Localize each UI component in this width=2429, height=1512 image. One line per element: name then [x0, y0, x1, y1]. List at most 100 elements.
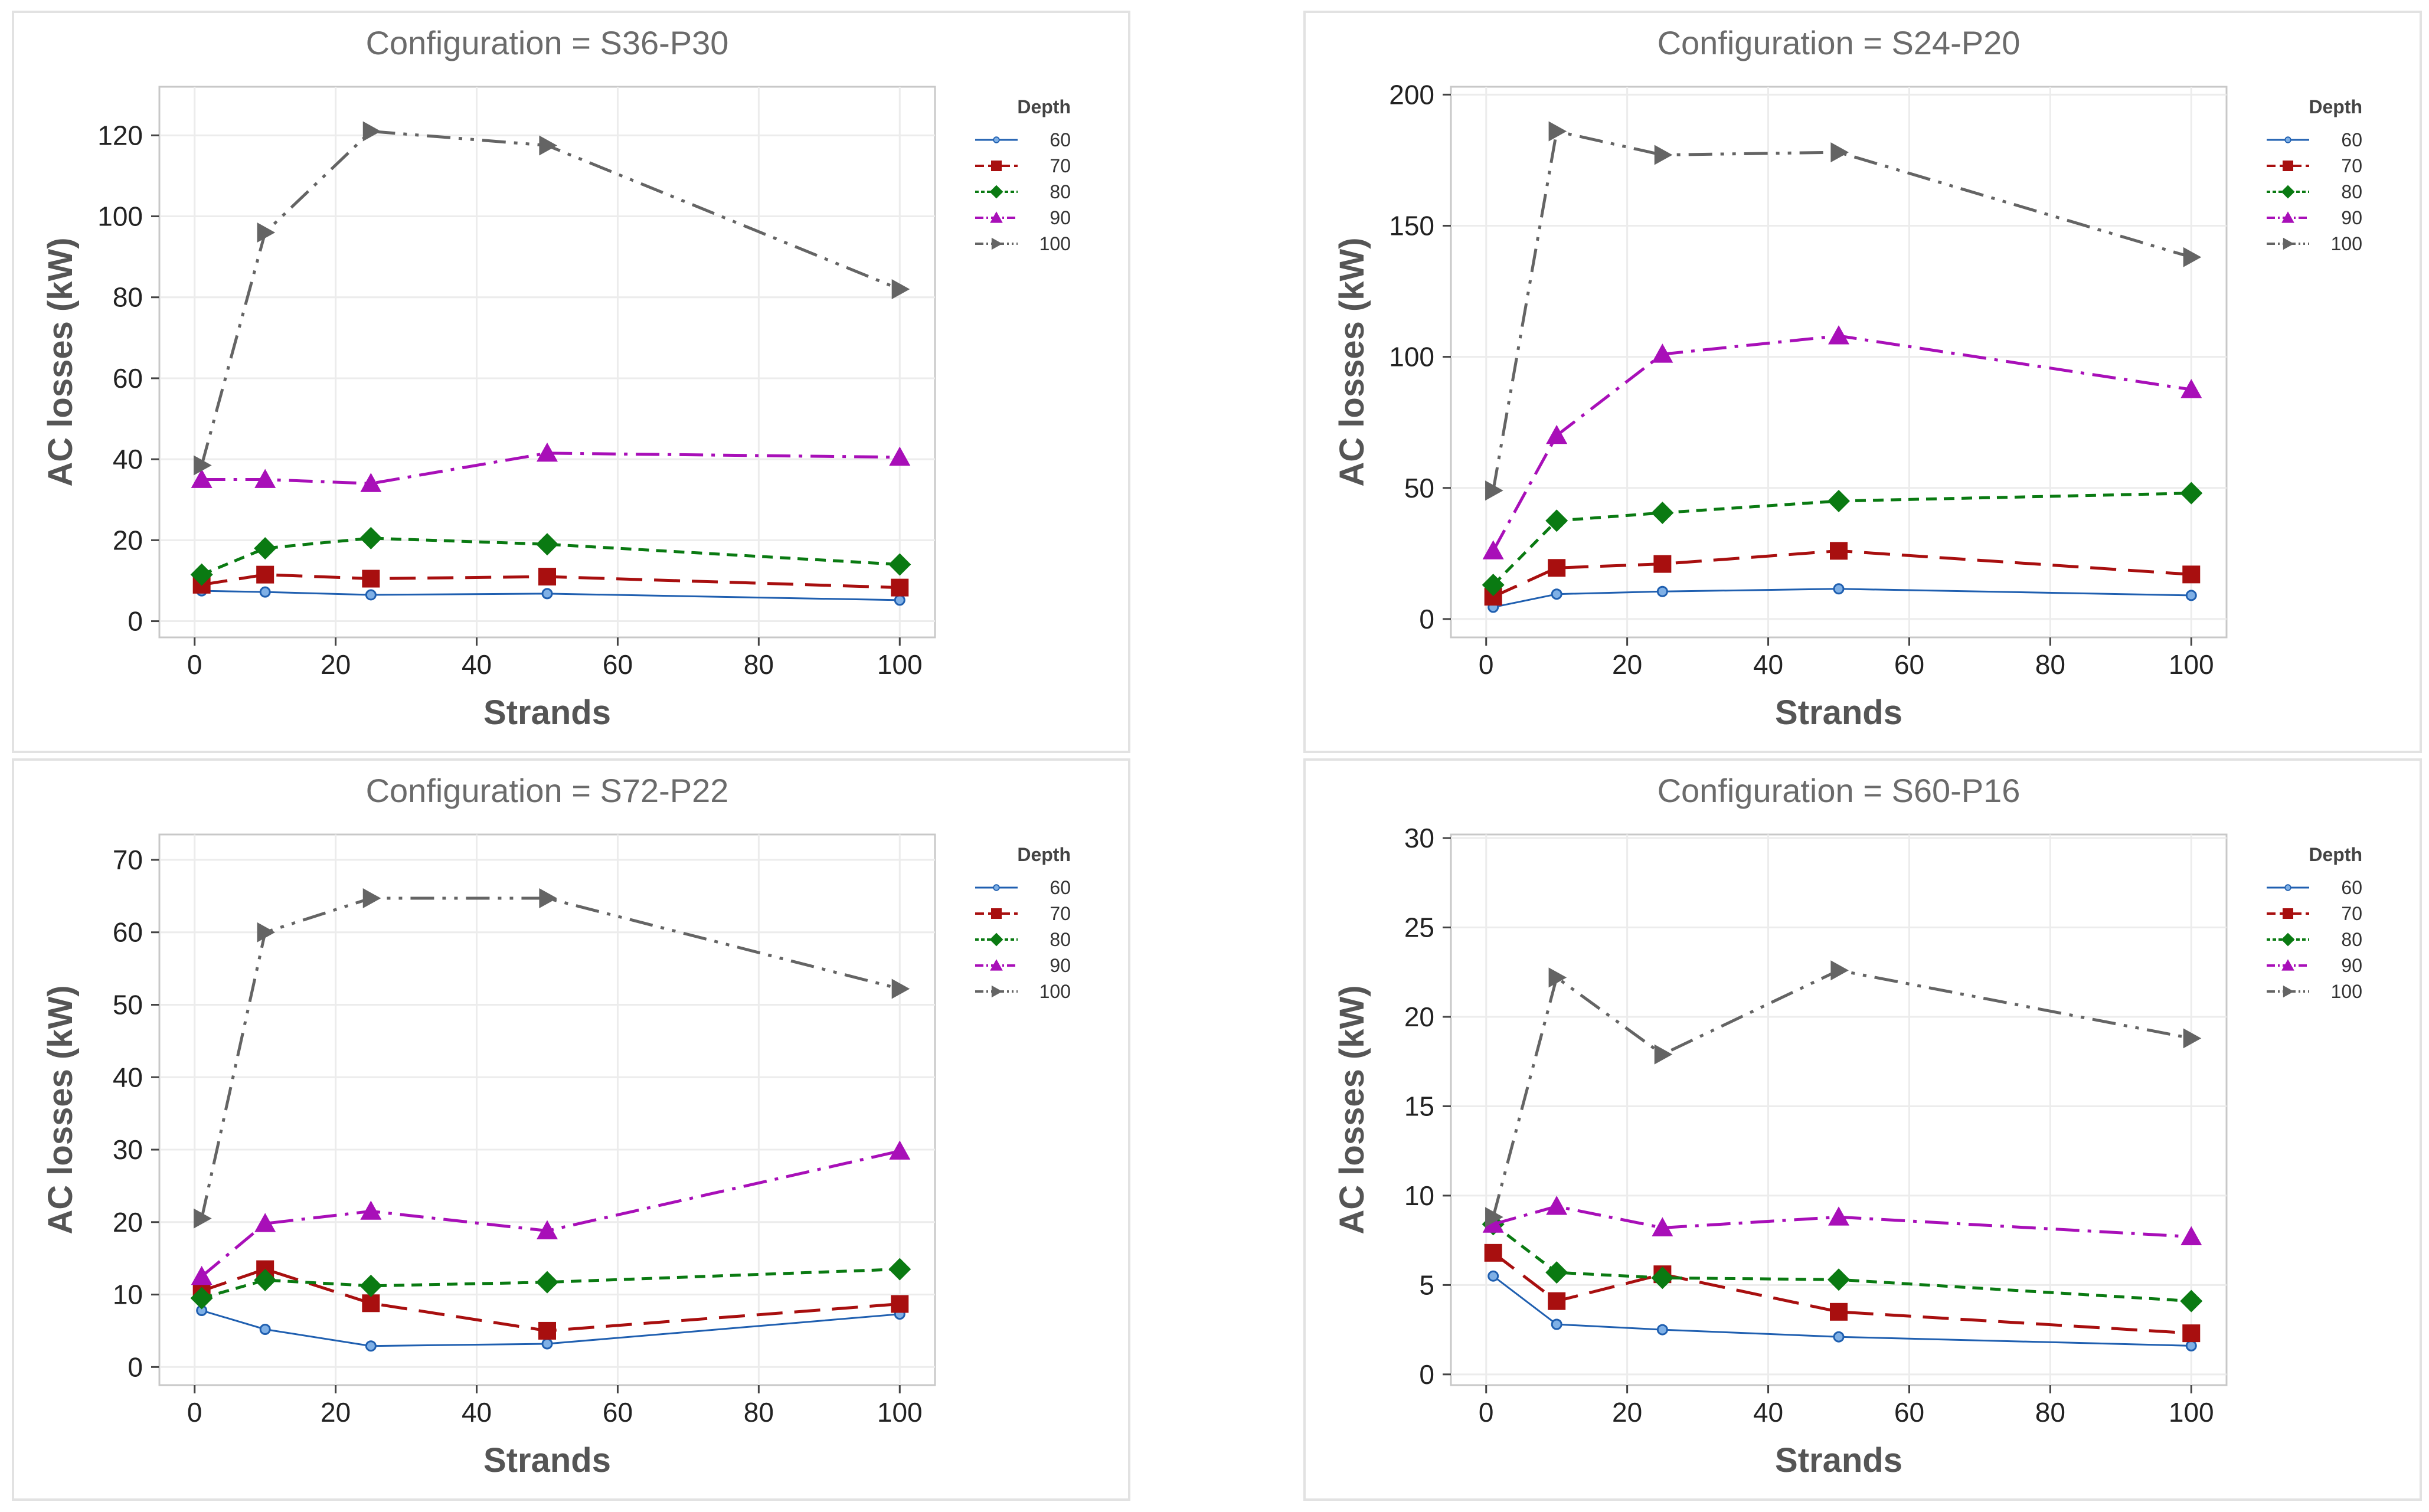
y-axis: 0 10 20 30 40 50 60 70: [113, 845, 159, 1382]
data-point-depth-90: [2180, 379, 2202, 398]
data-point-depth-80: [359, 526, 383, 549]
data-point-depth-90: [1652, 1217, 1673, 1236]
data-point-depth-90: [360, 473, 382, 492]
x-tick-label: 60: [1894, 1397, 1924, 1428]
series-depth-90: [191, 1140, 911, 1285]
series-depth-80: [1482, 482, 2203, 597]
x-tick-label: 20: [321, 1397, 351, 1428]
data-point-depth-70: [1653, 555, 1672, 573]
data-point-depth-90: [191, 469, 213, 488]
data-point-depth-80: [1651, 1266, 1674, 1290]
data-point-depth-90: [889, 446, 911, 466]
legend-label-depth-100: 100: [2331, 981, 2362, 1002]
x-axis-label: Strands: [1775, 1441, 1902, 1480]
data-point-depth-70: [538, 568, 556, 586]
data-point-depth-100: [891, 978, 910, 999]
data-point-depth-90: [1828, 1206, 1849, 1226]
x-tick-label: 20: [321, 649, 351, 680]
y-tick-label: 20: [1404, 1002, 1434, 1032]
data-point-depth-90: [537, 442, 558, 462]
chart-title: Configuration = S24-P20: [1658, 24, 2021, 61]
data-point-depth-80: [1828, 1268, 1850, 1291]
series-depth-60: [196, 1305, 905, 1352]
legend-label-depth-90: 90: [2341, 207, 2362, 228]
x-tick-label: 40: [1753, 649, 1783, 680]
data-point-depth-90: [537, 1220, 558, 1239]
data-point-depth-70: [1548, 1292, 1566, 1310]
data-point-depth-100: [194, 1208, 212, 1229]
legend-marker-depth-80: [989, 185, 1003, 199]
x-tick-label: 20: [1612, 649, 1642, 680]
y-tick-label: 0: [1419, 1359, 1434, 1390]
data-point-depth-80: [1545, 509, 1568, 532]
data-point-depth-70: [256, 565, 274, 584]
chart-panel-s24-p20: Configuration = S24-P20 0 20 40 60 80 100 0 50 10…: [1303, 11, 2422, 753]
data-point-depth-100: [1654, 1044, 1673, 1065]
series-depth-80: [190, 1258, 911, 1310]
data-point-depth-100: [891, 279, 910, 300]
data-point-depth-100: [362, 888, 381, 909]
series-depth-60: [1488, 583, 2197, 613]
legend-label-depth-60: 60: [2341, 129, 2362, 150]
y-axis-label: AC losses (kW): [41, 985, 80, 1234]
legend-label-depth-80: 80: [2341, 929, 2362, 950]
legend-label-depth-70: 70: [1050, 155, 1071, 176]
x-tick-label: 40: [462, 1397, 492, 1428]
x-tick-label: 20: [1612, 1397, 1642, 1428]
y-tick-label: 25: [1404, 912, 1434, 943]
x-tick-label: 60: [603, 1397, 633, 1428]
y-axis: 0 5 10 15 20 25 30: [1404, 823, 1451, 1390]
y-tick-label: 30: [1404, 823, 1434, 853]
legend-marker-depth-70: [991, 908, 1002, 919]
x-tick-label: 80: [744, 649, 774, 680]
legend-marker-depth-100: [2283, 985, 2294, 998]
chart-title: Configuration = S36-P30: [366, 24, 729, 61]
data-point-depth-100: [539, 135, 557, 156]
legend-label-depth-100: 100: [2331, 233, 2362, 254]
legend-marker-depth-80: [2281, 185, 2295, 199]
legend-marker-depth-60: [2284, 884, 2291, 891]
data-point-depth-80: [536, 533, 558, 556]
x-tick-label: 80: [2035, 1397, 2065, 1428]
y-tick-label: 30: [113, 1134, 143, 1165]
data-point-depth-60: [2185, 590, 2197, 601]
data-point-depth-90: [360, 1200, 382, 1220]
y-tick-label: 15: [1404, 1091, 1434, 1121]
y-tick-label: 50: [1404, 473, 1434, 503]
legend-marker-depth-90: [990, 959, 1003, 971]
legend-marker-depth-70: [991, 161, 1002, 171]
y-axis-label: AC losses (kW): [41, 237, 80, 486]
data-point-depth-100: [1548, 121, 1567, 142]
legend-marker-depth-70: [2283, 161, 2293, 171]
data-point-depth-100: [257, 222, 276, 243]
chart-panel-s60-p16: Configuration = S60-P16 0 20 40 60 80 100 0 5 10 1…: [1303, 758, 2422, 1501]
series-depth-80: [190, 526, 911, 586]
data-point-depth-100: [194, 455, 212, 476]
legend: Depth 60 70 80 90 100: [2267, 844, 2362, 1002]
data-point-depth-60: [2185, 1340, 2197, 1351]
data-point-depth-100: [2183, 247, 2202, 267]
y-axis: 0 50 100 150 200: [1389, 79, 1451, 634]
legend-marker-depth-60: [993, 136, 1000, 143]
data-point-depth-70: [362, 1294, 380, 1313]
data-point-depth-80: [254, 537, 277, 560]
data-point-depth-90: [2180, 1226, 2202, 1245]
data-point-depth-70: [2182, 1324, 2201, 1343]
legend-label-depth-100: 100: [1039, 981, 1071, 1002]
chart-s60-p16: Configuration = S60-P16 0 20 40 60 80 100 0 5 10 1…: [1333, 772, 2362, 1480]
data-point-depth-100: [1830, 960, 1849, 981]
legend-title: Depth: [2309, 844, 2362, 865]
y-tick-label: 20: [113, 525, 143, 555]
data-point-depth-70: [1484, 1243, 1502, 1262]
data-point-depth-80: [1651, 501, 1674, 524]
legend-marker-depth-60: [2284, 136, 2291, 143]
data-point-depth-90: [1546, 1196, 1568, 1215]
legend: Depth 60 70 80 90 100: [2267, 96, 2362, 254]
data-point-depth-80: [190, 563, 213, 586]
data-point-depth-70: [1548, 559, 1566, 577]
legend-marker-depth-90: [2281, 959, 2294, 971]
data-point-depth-90: [254, 1213, 276, 1232]
series-depth-90: [1482, 1196, 2202, 1245]
x-tick-label: 80: [744, 1397, 774, 1428]
legend-label-depth-80: 80: [1050, 929, 1071, 950]
